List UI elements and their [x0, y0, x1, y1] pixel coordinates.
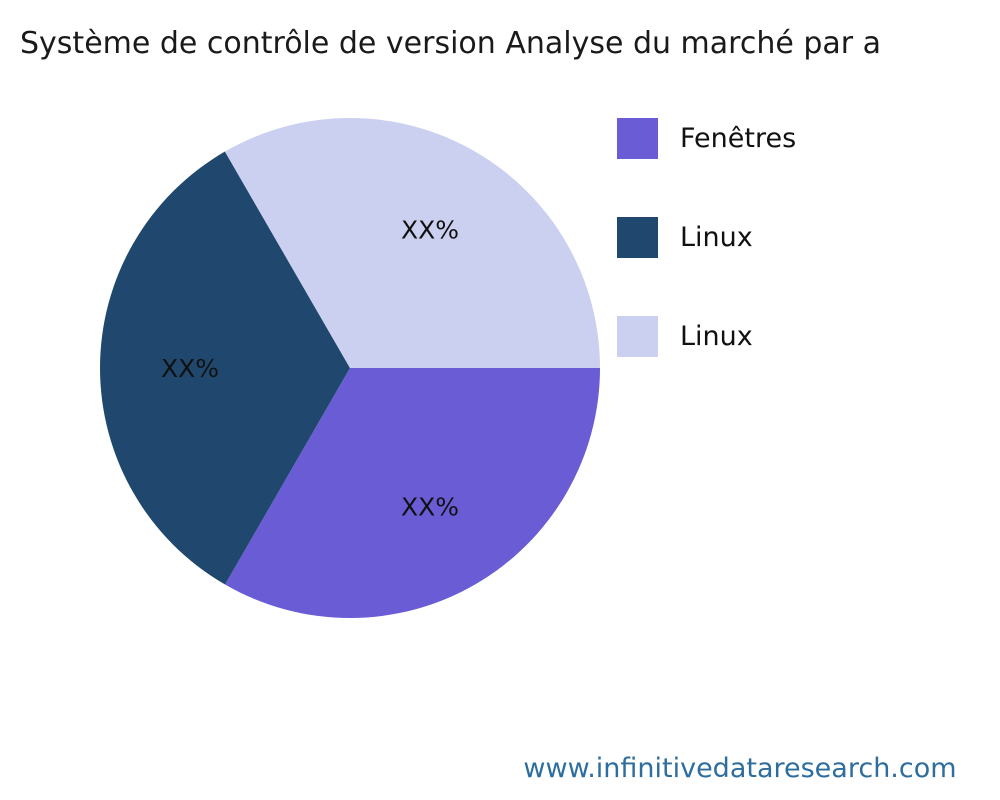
legend-item: Fenêtres — [617, 118, 796, 159]
pie-slice-label: XX% — [401, 493, 459, 522]
pie-slice-0 — [225, 368, 601, 618]
website-link[interactable]: www.infinitivedataresearch.com — [523, 753, 957, 784]
pie-slice-1 — [100, 151, 351, 585]
legend-item: Linux — [617, 217, 796, 258]
pie-slice-2 — [224, 118, 600, 369]
pie-slice-label: XX% — [161, 354, 219, 383]
legend-label: Linux — [680, 222, 753, 253]
legend-swatch-fenetres — [617, 118, 658, 159]
legend-swatch-linux-light — [617, 316, 658, 357]
legend-label: Linux — [680, 321, 753, 352]
pie-slice-label: XX% — [401, 215, 459, 244]
legend: Fenêtres Linux Linux — [617, 118, 796, 415]
chart-title: Système de contrôle de version Analyse d… — [20, 26, 882, 61]
legend-label: Fenêtres — [680, 123, 797, 154]
legend-swatch-linux-dark — [617, 217, 658, 258]
legend-item: Linux — [617, 316, 796, 357]
